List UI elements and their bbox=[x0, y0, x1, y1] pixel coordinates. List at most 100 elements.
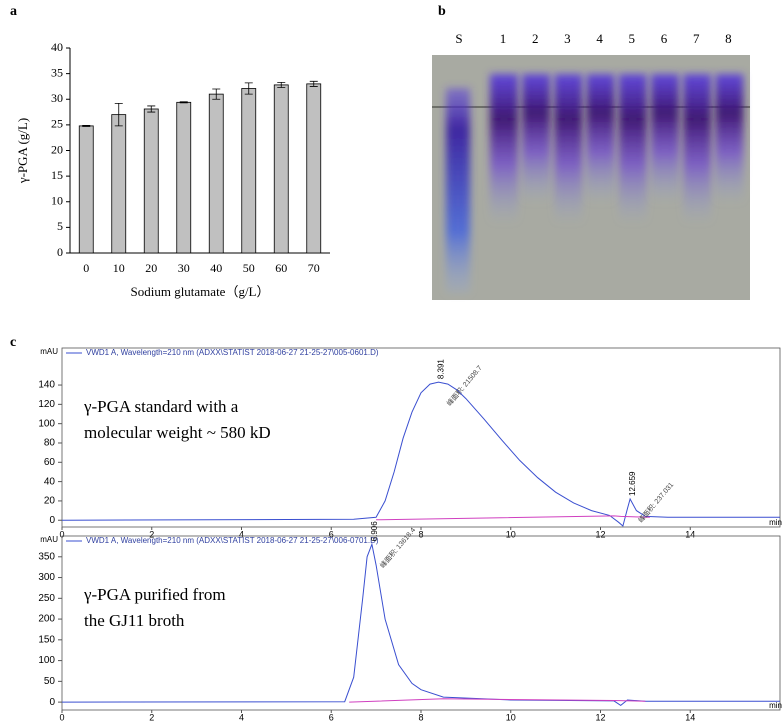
x-tick-label: 20 bbox=[145, 261, 157, 275]
series-line bbox=[349, 698, 646, 703]
x-tick-label: 0 bbox=[59, 712, 64, 722]
peak-area-label: 峰面积: 13618.4 bbox=[378, 525, 417, 569]
lane-label: S bbox=[455, 31, 462, 46]
lane-label: 6 bbox=[661, 31, 668, 46]
x-tick-label: 60 bbox=[275, 261, 287, 275]
y-tick-label: 200 bbox=[38, 614, 55, 625]
y-tick-label: 350 bbox=[38, 551, 55, 562]
x-tick-label: 4 bbox=[239, 529, 244, 539]
y-tick-label: 30 bbox=[51, 91, 63, 105]
bar bbox=[176, 101, 192, 254]
y-tick-label: 15 bbox=[51, 168, 63, 182]
y-tick-label: 60 bbox=[44, 457, 56, 468]
x-tick-label: 10 bbox=[506, 712, 516, 722]
gel-lane bbox=[683, 74, 712, 224]
peak-time-label: 6.906 bbox=[370, 521, 379, 542]
y-tick-label: 40 bbox=[44, 476, 56, 487]
y-tick-label: 0 bbox=[49, 697, 55, 708]
peak-time-label: 8.391 bbox=[437, 359, 446, 380]
x-axis-label: min bbox=[769, 518, 782, 527]
x-axis-label: Sodium glutamate（g/L） bbox=[130, 284, 269, 299]
gel-lane bbox=[586, 74, 615, 204]
x-tick-label: 4 bbox=[239, 712, 244, 722]
y-tick-label: 50 bbox=[44, 676, 56, 687]
y-tick-label: 120 bbox=[38, 399, 55, 410]
gel-lane bbox=[522, 74, 551, 204]
error-bar bbox=[244, 82, 253, 95]
bar bbox=[306, 83, 322, 254]
x-tick-label: 2 bbox=[149, 529, 154, 539]
y-tick-label: 0 bbox=[57, 245, 63, 259]
y-tick-label: 35 bbox=[51, 65, 63, 79]
y-tick-label: 20 bbox=[51, 142, 63, 156]
x-tick-label: 12 bbox=[595, 529, 605, 539]
annotation: γ-PGA purified from bbox=[83, 585, 226, 604]
panel-label: b bbox=[438, 4, 446, 19]
x-tick-label: 14 bbox=[685, 529, 695, 539]
gel-lane bbox=[618, 74, 647, 224]
error-bar bbox=[309, 80, 318, 87]
gel-lane bbox=[715, 74, 744, 204]
gel-lane bbox=[490, 74, 518, 224]
y-tick-label: 10 bbox=[51, 194, 63, 208]
x-tick-label: 70 bbox=[308, 261, 320, 275]
y-tick-label: 300 bbox=[38, 572, 55, 583]
y-tick-label: 5 bbox=[57, 219, 63, 233]
gel-lane bbox=[446, 88, 470, 293]
error-bar bbox=[212, 88, 221, 100]
x-tick-label: 6 bbox=[329, 712, 334, 722]
y-tick-label: 150 bbox=[38, 634, 55, 645]
x-tick-label: 14 bbox=[685, 712, 695, 722]
error-bar bbox=[82, 124, 91, 127]
peak-area-label: 峰面积: 237.031 bbox=[636, 480, 675, 524]
bar bbox=[241, 88, 257, 254]
series-line bbox=[376, 515, 650, 521]
annotation: molecular weight ~ 580 kD bbox=[84, 423, 271, 442]
x-tick-label: 30 bbox=[178, 261, 190, 275]
x-tick-label: 8 bbox=[418, 712, 423, 722]
error-bar bbox=[179, 101, 188, 104]
x-axis-label: min bbox=[769, 701, 782, 710]
bar bbox=[78, 125, 94, 254]
annotation: the GJ11 broth bbox=[84, 611, 185, 630]
y-tick-label: 100 bbox=[38, 655, 55, 666]
gel-lane bbox=[651, 74, 679, 204]
x-tick-label: 2 bbox=[149, 712, 154, 722]
lane-label: 4 bbox=[596, 31, 603, 46]
legend-label: VWD1 A, Wavelength=210 nm (ADXX\STATIST … bbox=[86, 536, 379, 545]
error-bar bbox=[147, 105, 156, 113]
y-axis-label: mAU bbox=[40, 347, 58, 356]
series-line bbox=[61, 542, 780, 707]
x-tick-label: 8 bbox=[418, 529, 423, 539]
lane-label: 1 bbox=[500, 31, 507, 46]
y-axis-label: γ-PGA (g/L) bbox=[15, 118, 30, 184]
bar bbox=[273, 84, 289, 254]
x-tick-label: 12 bbox=[595, 712, 605, 722]
y-tick-label: 100 bbox=[38, 418, 55, 429]
x-tick-label: 0 bbox=[59, 529, 64, 539]
y-tick-label: 250 bbox=[38, 593, 55, 604]
lane-label: 2 bbox=[532, 31, 539, 46]
annotation: γ-PGA standard with a bbox=[83, 397, 239, 416]
y-tick-label: 20 bbox=[44, 496, 56, 507]
panel-label: a bbox=[10, 4, 17, 19]
panel-label: c bbox=[10, 335, 16, 350]
error-bar bbox=[277, 81, 286, 88]
y-tick-label: 0 bbox=[49, 515, 55, 526]
x-tick-label: 50 bbox=[243, 261, 255, 275]
lane-label: 8 bbox=[725, 31, 732, 46]
lane-label: 5 bbox=[629, 31, 636, 46]
y-tick-label: 25 bbox=[51, 117, 63, 131]
bar bbox=[208, 93, 224, 254]
gel-lane bbox=[554, 74, 583, 224]
error-bar bbox=[114, 102, 123, 127]
y-axis-label: mAU bbox=[40, 535, 58, 544]
series-line bbox=[61, 381, 780, 527]
bar bbox=[111, 114, 127, 254]
y-tick-label: 80 bbox=[44, 438, 56, 449]
peak-time-label: 12.659 bbox=[628, 471, 637, 496]
x-tick-label: 10 bbox=[506, 529, 516, 539]
x-tick-label: 0 bbox=[83, 261, 89, 275]
legend-label: VWD1 A, Wavelength=210 nm (ADXX\STATIST … bbox=[86, 348, 379, 357]
